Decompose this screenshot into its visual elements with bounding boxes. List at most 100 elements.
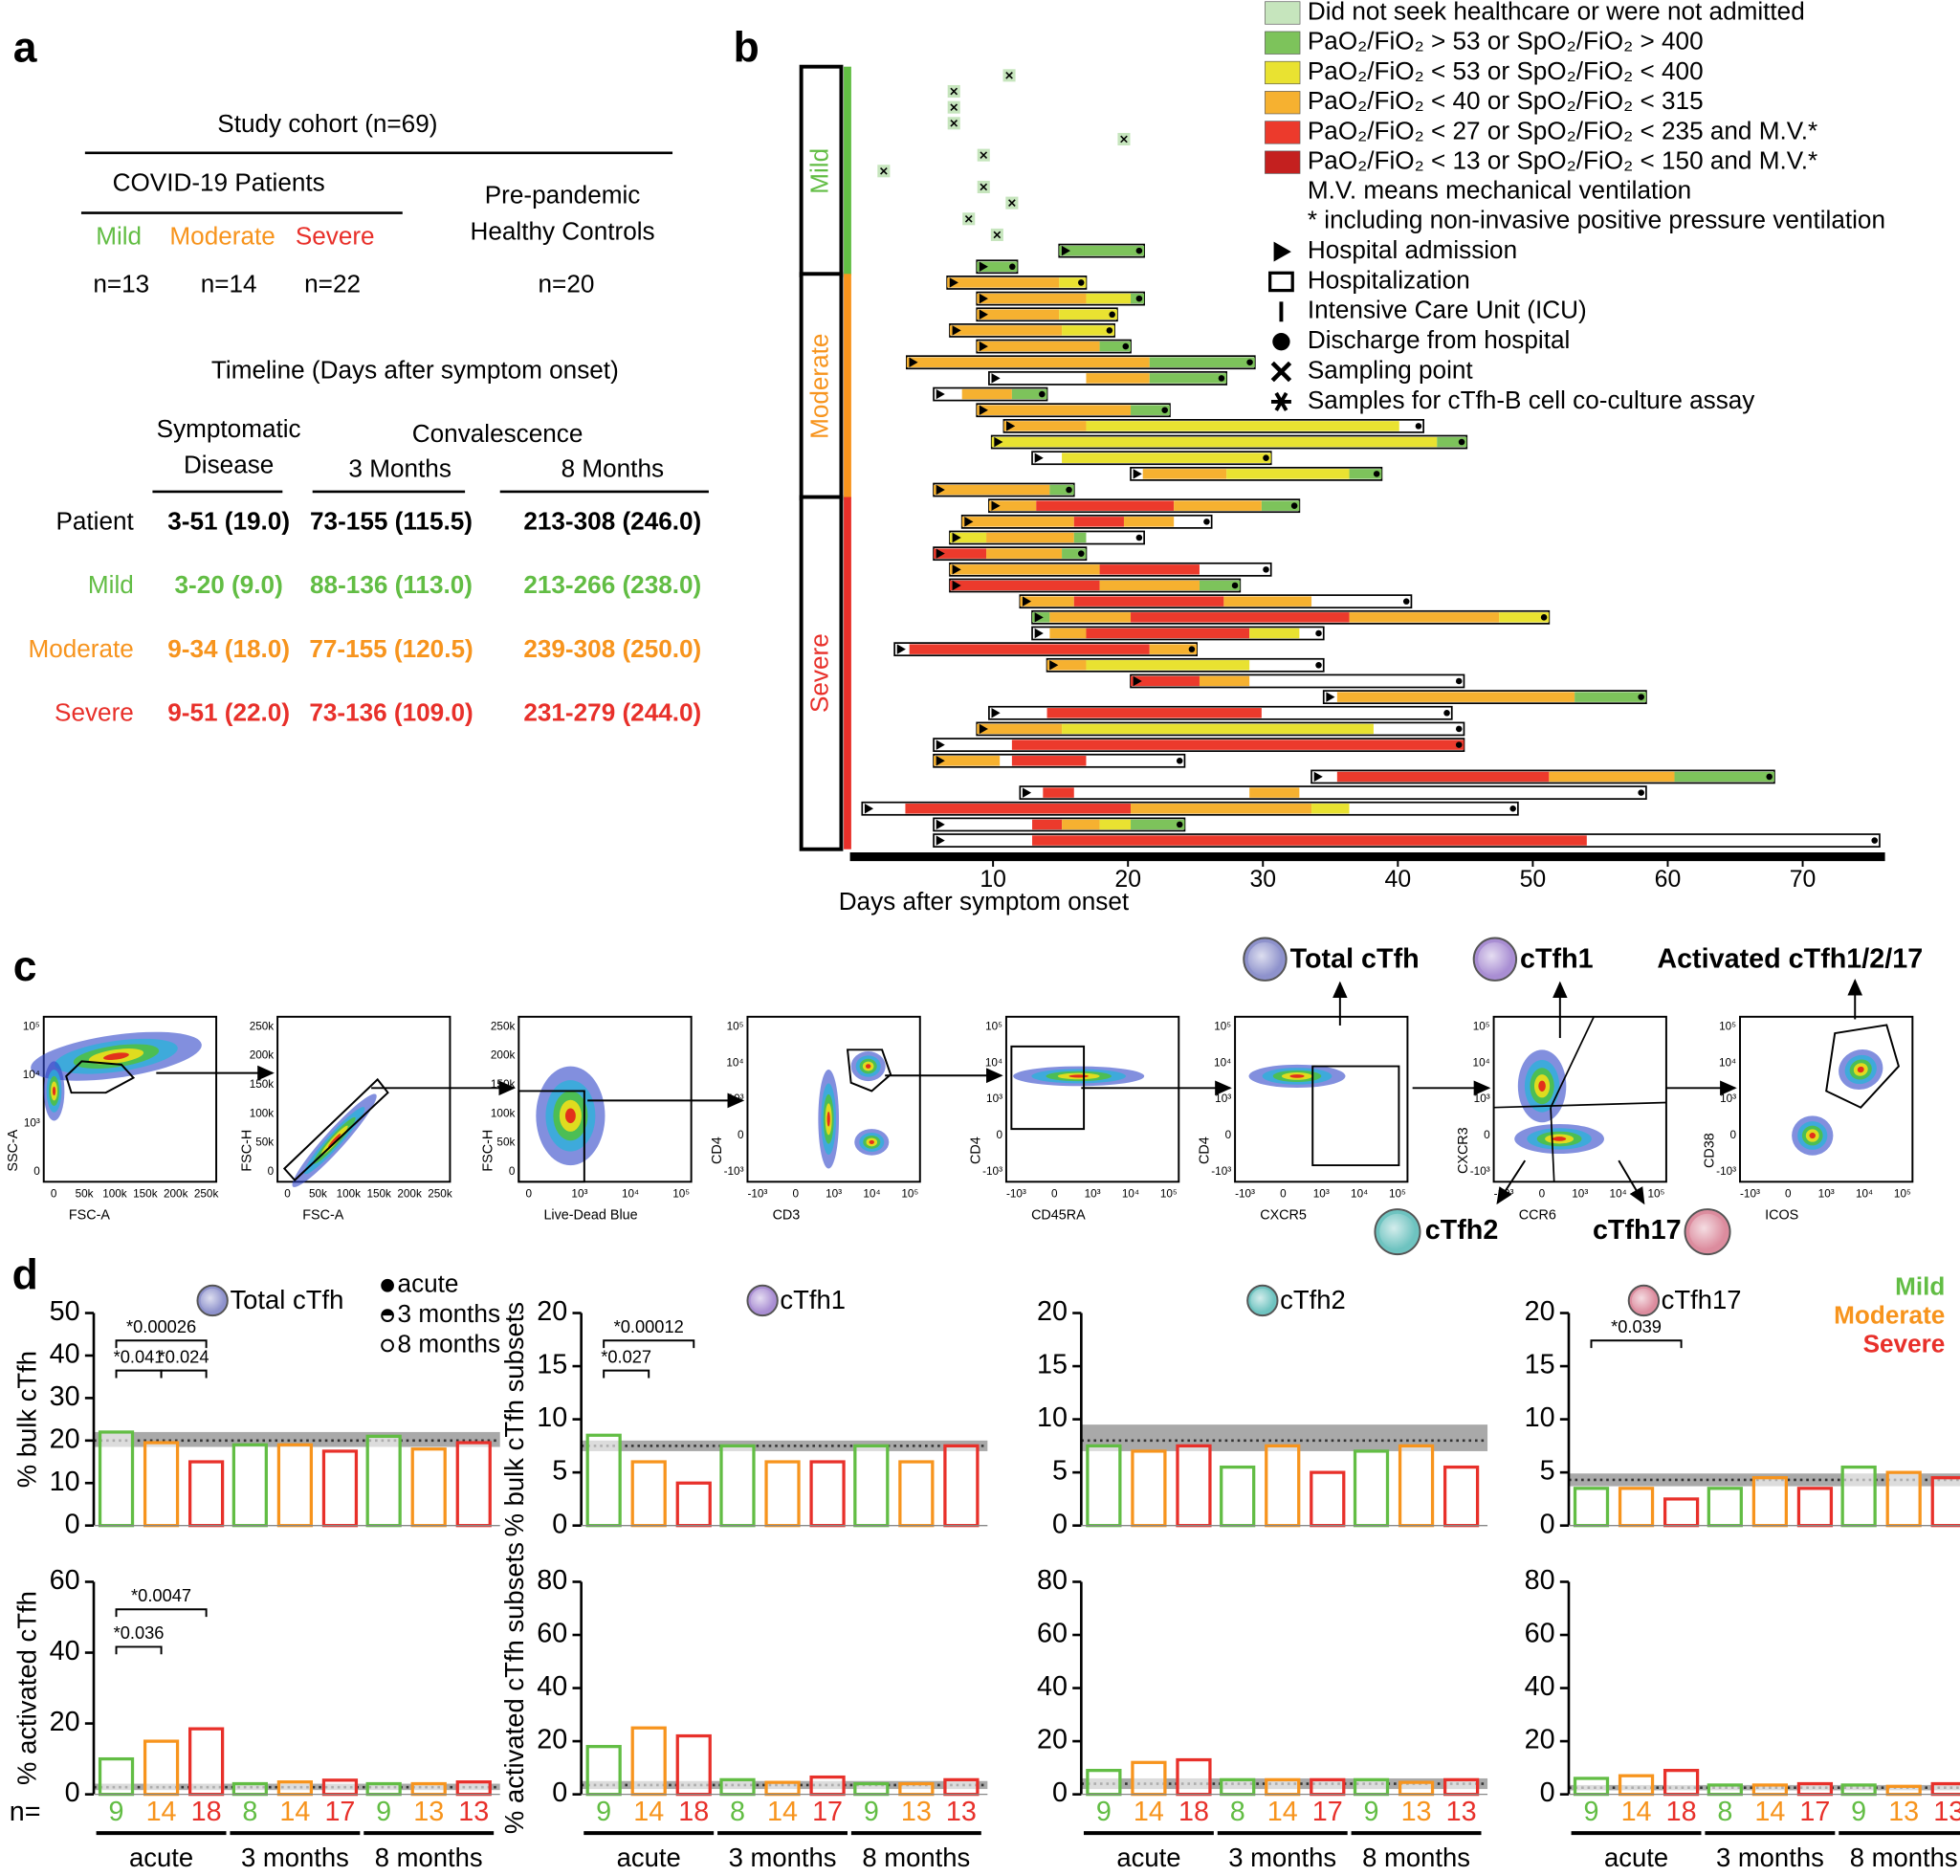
admission-marker xyxy=(979,341,988,352)
x-tick-label: 20 xyxy=(1114,867,1141,893)
sample-cross xyxy=(993,231,1002,239)
flow-density xyxy=(1553,1137,1567,1141)
admission-marker xyxy=(1034,612,1044,623)
y-tick-label: 40 xyxy=(1525,1671,1555,1702)
severity-segment xyxy=(1062,723,1374,735)
n-label: 9 xyxy=(864,1797,879,1827)
bar xyxy=(764,1460,801,1528)
severity-segment xyxy=(1149,373,1227,384)
admission-marker xyxy=(979,309,988,320)
n-label: 17 xyxy=(1312,1797,1343,1827)
y-axis-label: % bulk cTfh xyxy=(11,1351,41,1488)
bar xyxy=(276,1443,314,1528)
bar xyxy=(1131,1449,1167,1528)
n-label: 9 xyxy=(596,1797,611,1827)
discharge-marker xyxy=(1135,295,1143,302)
flow-gate xyxy=(518,1090,585,1183)
bar xyxy=(675,1733,712,1797)
legend-label: Intensive Care Unit (ICU) xyxy=(1308,296,1587,324)
bar xyxy=(98,1756,135,1797)
bar xyxy=(187,1460,225,1528)
legend-label: PaO₂/FiO₂ < 27 or SpO₂/FiO₂ < 235 and M.… xyxy=(1308,116,1817,144)
flow-tick-label: 10⁵ xyxy=(1160,1187,1178,1200)
group-label: Mild xyxy=(804,148,833,194)
n-label: 13 xyxy=(946,1797,977,1827)
timeline-title: Timeline (Days after symptom onset) xyxy=(211,355,619,384)
y-tick-label: 60 xyxy=(50,1565,80,1596)
severity-segment xyxy=(1036,500,1175,511)
flow-density xyxy=(869,1139,874,1144)
y-tick-label: 30 xyxy=(50,1381,80,1412)
severity-segment xyxy=(1131,675,1200,687)
bar xyxy=(1265,1444,1301,1528)
timepoint-label: 8 months xyxy=(1850,1843,1958,1872)
severity-segment xyxy=(1062,452,1271,463)
sample-cross xyxy=(880,166,888,175)
admission-marker xyxy=(1034,452,1044,463)
timepoint-label: acute xyxy=(129,1843,193,1872)
flow-tick-label: 150k xyxy=(133,1187,158,1200)
admission-marker xyxy=(936,835,945,846)
admission-marker xyxy=(952,580,961,591)
bar xyxy=(455,1780,492,1797)
y-tick-label: 20 xyxy=(537,1725,567,1755)
p-value: *0.024 xyxy=(159,1346,209,1366)
chart-title: cTfh2 xyxy=(1280,1285,1346,1314)
severity-segment xyxy=(905,804,1132,814)
admission-marker xyxy=(979,723,988,735)
y-tick-label: 0 xyxy=(552,1509,567,1539)
legend-label: Hospital admission xyxy=(1308,235,1517,264)
severity-segment xyxy=(1336,771,1550,783)
y-tick-label: 40 xyxy=(1037,1671,1068,1702)
admission-marker xyxy=(979,405,988,415)
discharge-marker xyxy=(1402,598,1410,605)
severity-segment xyxy=(947,277,1060,288)
flow-tick-label: 50k xyxy=(76,1187,94,1200)
sample-cross xyxy=(950,87,958,96)
severity-segment xyxy=(988,500,1037,511)
discharge-marker xyxy=(1315,629,1322,637)
flow-tick-label: 10⁴ xyxy=(1122,1187,1139,1200)
bar xyxy=(1930,1781,1960,1797)
admission-marker xyxy=(979,261,988,272)
bar xyxy=(1398,1444,1435,1528)
y-tick-label: 0 xyxy=(552,1777,567,1808)
group-header: COVID-19 Patients xyxy=(113,167,325,196)
n-label: 14 xyxy=(767,1797,798,1827)
severity-segment xyxy=(949,580,1100,591)
flow-tick-label: 10³ xyxy=(1313,1187,1330,1200)
timepoint-symbol xyxy=(381,1338,394,1353)
y-tick-label: 60 xyxy=(1037,1619,1068,1649)
discharge-marker xyxy=(1455,677,1463,685)
bar xyxy=(1796,1487,1834,1528)
flow-tick-label: 10³ xyxy=(1572,1187,1588,1200)
timepoint-label: acute xyxy=(1116,1843,1180,1872)
y-tick-label: 0 xyxy=(65,1777,80,1808)
bar xyxy=(1885,1784,1922,1797)
severity-segment xyxy=(1062,325,1115,336)
population-label: Activated cTfh1/2/17 xyxy=(1657,944,1923,975)
severity-segment xyxy=(1099,819,1132,830)
flow-tick-label: 100k xyxy=(491,1107,516,1119)
discharge-marker xyxy=(1415,423,1422,430)
n-prefix: n= xyxy=(10,1797,41,1827)
column-header: Disease xyxy=(184,451,274,479)
n-label: 13 xyxy=(901,1797,932,1827)
severity-segment xyxy=(1086,660,1250,671)
timepoint-symbol-half xyxy=(382,1310,393,1316)
severity-segment xyxy=(1199,580,1241,591)
bar xyxy=(410,1781,447,1797)
y-tick-label: 10 xyxy=(1525,1402,1555,1433)
flow-tick-label: 10⁵ xyxy=(727,1020,744,1032)
flow-tick-label: 10⁵ xyxy=(672,1187,690,1200)
y-tick-label: 80 xyxy=(1037,1565,1068,1596)
panel-label: d xyxy=(12,1252,38,1299)
flow-x-label: CD3 xyxy=(773,1207,801,1223)
admission-marker xyxy=(994,436,1003,448)
bar xyxy=(853,1444,890,1528)
bar xyxy=(1930,1476,1960,1528)
sample-cross xyxy=(980,183,988,191)
severity-segment xyxy=(1174,500,1262,511)
flow-y-label: FSC-H xyxy=(481,1130,496,1172)
x-tick-label: 50 xyxy=(1520,867,1547,893)
